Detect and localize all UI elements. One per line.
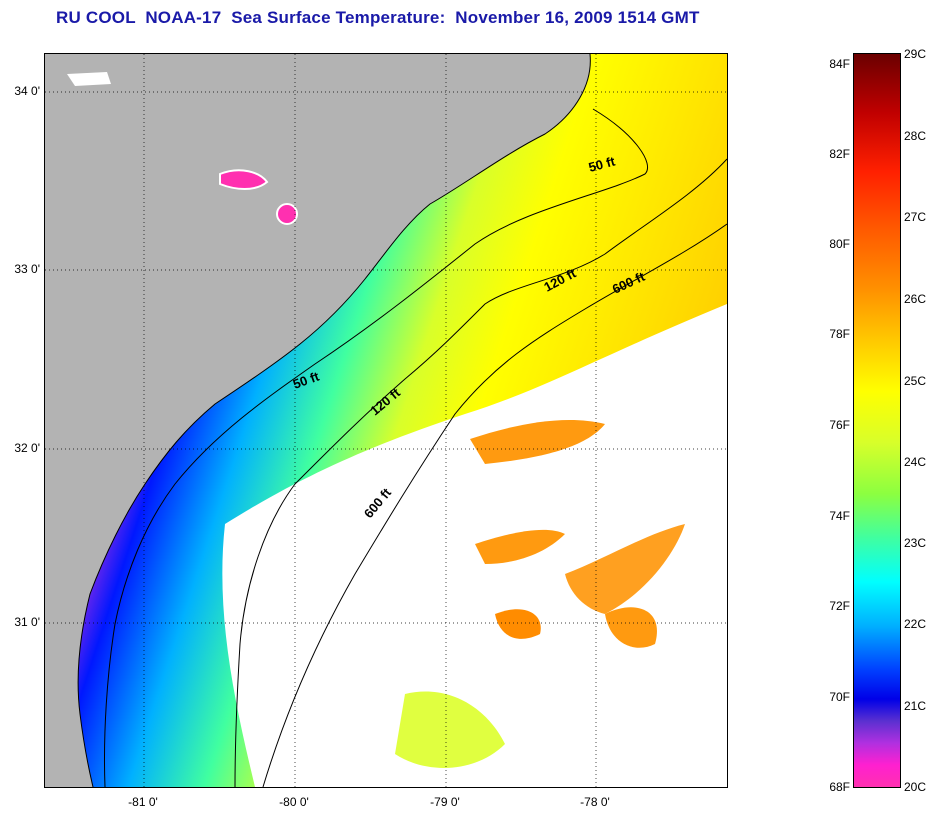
sst-map-canvas: 50 ft 50 ft 120 ft 120 ft 600 ft 600 ft (45, 54, 727, 787)
contour-600ft (262, 223, 727, 787)
land-mass (45, 54, 591, 787)
longitude-label: -79 0' (430, 795, 460, 809)
cloud-speck (276, 203, 298, 225)
colorbar-fahrenheit-label: 80F (829, 237, 850, 251)
colorbar-celsius-label: 29C (904, 47, 927, 61)
contour-label: 50 ft (587, 153, 617, 175)
warm-patch (565, 524, 685, 614)
colorbar-celsius-label: 24C (904, 455, 927, 469)
graticule (45, 54, 727, 787)
warm-patch (475, 529, 565, 564)
colorbar-fahrenheit-label: 70F (829, 690, 850, 704)
colorbar-fahrenheit-label: 78F (829, 327, 850, 341)
colorbar-celsius-label: 20C (904, 780, 927, 794)
latitude-label: 31 0' (14, 615, 40, 629)
sst-map: 50 ft 50 ft 120 ft 120 ft 600 ft 600 ft (44, 53, 728, 788)
colorbar-fahrenheit-label: 76F (829, 418, 850, 432)
colorbar-fahrenheit-label: 68F (829, 780, 850, 794)
colorbar-celsius-label: 27C (904, 210, 927, 224)
warm-patch (395, 691, 505, 768)
latitude-label: 33 0' (14, 262, 40, 276)
colorbar-fahrenheit-label: 82F (829, 147, 850, 161)
colorbar-fahrenheit-label: 72F (829, 599, 850, 613)
coastline (77, 54, 591, 787)
colorbar-fahrenheit-label: 74F (829, 509, 850, 523)
colorbar-celsius-label: 21C (904, 699, 927, 713)
contour-50ft (103, 108, 648, 787)
warm-patch (495, 609, 541, 639)
page-title: RU COOL NOAA-17 Sea Surface Temperature:… (56, 8, 700, 27)
colorbar-celsius-label: 22C (904, 617, 927, 631)
colorbar-celsius-label: 28C (904, 129, 927, 143)
latitude-label: 32 0' (14, 441, 40, 455)
colorbar-celsius-label: 26C (904, 292, 927, 306)
longitude-label: -80 0' (279, 795, 309, 809)
cloud-speck (219, 169, 269, 190)
longitude-label: -78 0' (580, 795, 610, 809)
latitude-label: 34 0' (14, 84, 40, 98)
colorbar-celsius-label: 23C (904, 536, 927, 550)
colorbar-fahrenheit-label: 84F (829, 57, 850, 71)
warm-patch (470, 419, 605, 464)
longitude-label: -81 0' (128, 795, 158, 809)
warm-patch (605, 607, 657, 648)
contour-120ft (234, 158, 727, 787)
temperature-colorbar (853, 53, 901, 788)
cloud-speck (67, 72, 111, 86)
colorbar-celsius-label: 25C (904, 374, 927, 388)
